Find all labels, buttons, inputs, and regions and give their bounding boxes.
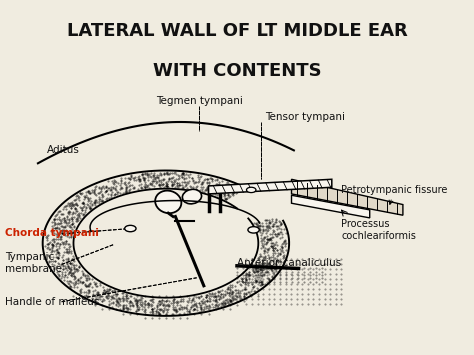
- Polygon shape: [292, 179, 403, 215]
- Circle shape: [248, 227, 259, 233]
- Text: Anterior canaliculus: Anterior canaliculus: [237, 258, 341, 268]
- Ellipse shape: [155, 191, 182, 213]
- Text: Tympanic
membrane: Tympanic membrane: [5, 252, 62, 274]
- Text: Tensor tympani: Tensor tympani: [265, 112, 346, 122]
- Text: WITH CONTENTS: WITH CONTENTS: [153, 62, 321, 80]
- Text: Petrotympanic fissure: Petrotympanic fissure: [341, 185, 447, 204]
- Ellipse shape: [182, 189, 201, 204]
- Circle shape: [246, 187, 256, 192]
- Text: Chorda tympani: Chorda tympani: [5, 228, 99, 238]
- Polygon shape: [209, 179, 332, 194]
- Text: Aditus: Aditus: [47, 145, 80, 155]
- Text: LATERAL WALL OF LT MIDDLE EAR: LATERAL WALL OF LT MIDDLE EAR: [67, 22, 407, 40]
- Circle shape: [125, 225, 136, 232]
- Text: Processus
cochleariformis: Processus cochleariformis: [341, 219, 416, 241]
- Text: Handle of malleus: Handle of malleus: [5, 297, 99, 307]
- Text: Tegmen tympani: Tegmen tympani: [155, 96, 243, 106]
- Polygon shape: [292, 195, 370, 218]
